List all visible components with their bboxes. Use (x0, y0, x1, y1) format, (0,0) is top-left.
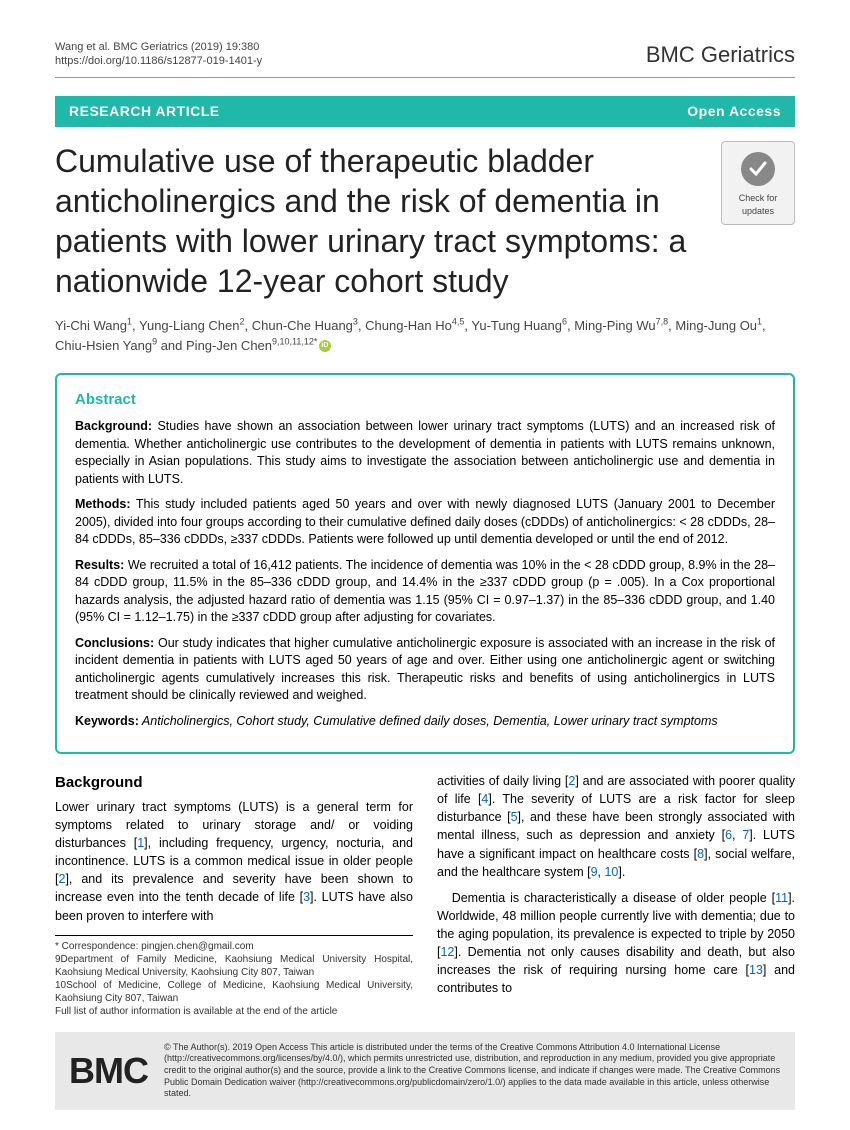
body-para-2: activities of daily living [2] and are a… (437, 772, 795, 881)
bmc-logo: BMC (69, 1046, 148, 1096)
article-type-banner: RESEARCH ARTICLE Open Access (55, 96, 795, 128)
body-columns: Background Lower urinary tract symptoms … (55, 772, 795, 1018)
orcid-icon[interactable] (319, 340, 331, 352)
abstract-keywords: Keywords: Anticholinergics, Cohort study… (75, 713, 775, 731)
license-text: © The Author(s). 2019 Open Access This a… (164, 1042, 781, 1100)
abstract-background: Background: Studies have shown an associ… (75, 418, 775, 488)
ref-9[interactable]: 9 (591, 865, 598, 879)
ref-10[interactable]: 10 (604, 865, 618, 879)
article-title: Cumulative use of therapeutic bladder an… (55, 141, 721, 301)
open-access-label: Open Access (687, 102, 781, 122)
author-info-note: Full list of author information is avail… (55, 1005, 413, 1018)
ref-12[interactable]: 12 (440, 945, 454, 959)
background-heading: Background (55, 772, 413, 794)
column-left: Background Lower urinary tract symptoms … (55, 772, 413, 1018)
ref-5[interactable]: 5 (511, 810, 518, 824)
affiliation-9: 9Department of Family Medicine, Kaohsiun… (55, 953, 413, 979)
page-header: Wang et al. BMC Geriatrics (2019) 19:380… (55, 40, 795, 78)
citation: Wang et al. BMC Geriatrics (2019) 19:380… (55, 40, 262, 69)
ref-13[interactable]: 13 (749, 963, 763, 977)
abstract-box: Abstract Background: Studies have shown … (55, 373, 795, 754)
check-updates-button[interactable]: Check for updates (721, 141, 795, 224)
abstract-methods: Methods: This study included patients ag… (75, 496, 775, 549)
ref-11[interactable]: 11 (775, 891, 788, 905)
license-footer: BMC © The Author(s). 2019 Open Access Th… (55, 1032, 795, 1110)
correspondence-footnote: * Correspondence: pingjen.chen@gmail.com… (55, 935, 413, 1018)
ref-3[interactable]: 3 (303, 890, 310, 904)
body-para-1: Lower urinary tract symptoms (LUTS) is a… (55, 798, 413, 925)
citation-line2: https://doi.org/10.1186/s12877-019-1401-… (55, 54, 262, 68)
abstract-conclusions: Conclusions: Our study indicates that hi… (75, 635, 775, 705)
column-right: activities of daily living [2] and are a… (437, 772, 795, 1018)
abstract-results: Results: We recruited a total of 16,412 … (75, 557, 775, 627)
ref-6[interactable]: 6 (725, 828, 732, 842)
journal-name: BMC Geriatrics (646, 40, 795, 71)
article-type: RESEARCH ARTICLE (69, 102, 220, 122)
abstract-heading: Abstract (75, 389, 775, 410)
body-para-3: Dementia is characteristically a disease… (437, 889, 795, 998)
check-updates-icon (739, 150, 777, 188)
check-updates-label: Check for updates (739, 193, 778, 216)
authors-list: Yi-Chi Wang1, Yung-Liang Chen2, Chun-Che… (55, 315, 795, 355)
affiliation-10: 10School of Medicine, College of Medicin… (55, 979, 413, 1005)
citation-line1: Wang et al. BMC Geriatrics (2019) 19:380 (55, 40, 262, 54)
correspondence-email: * Correspondence: pingjen.chen@gmail.com (55, 940, 413, 953)
